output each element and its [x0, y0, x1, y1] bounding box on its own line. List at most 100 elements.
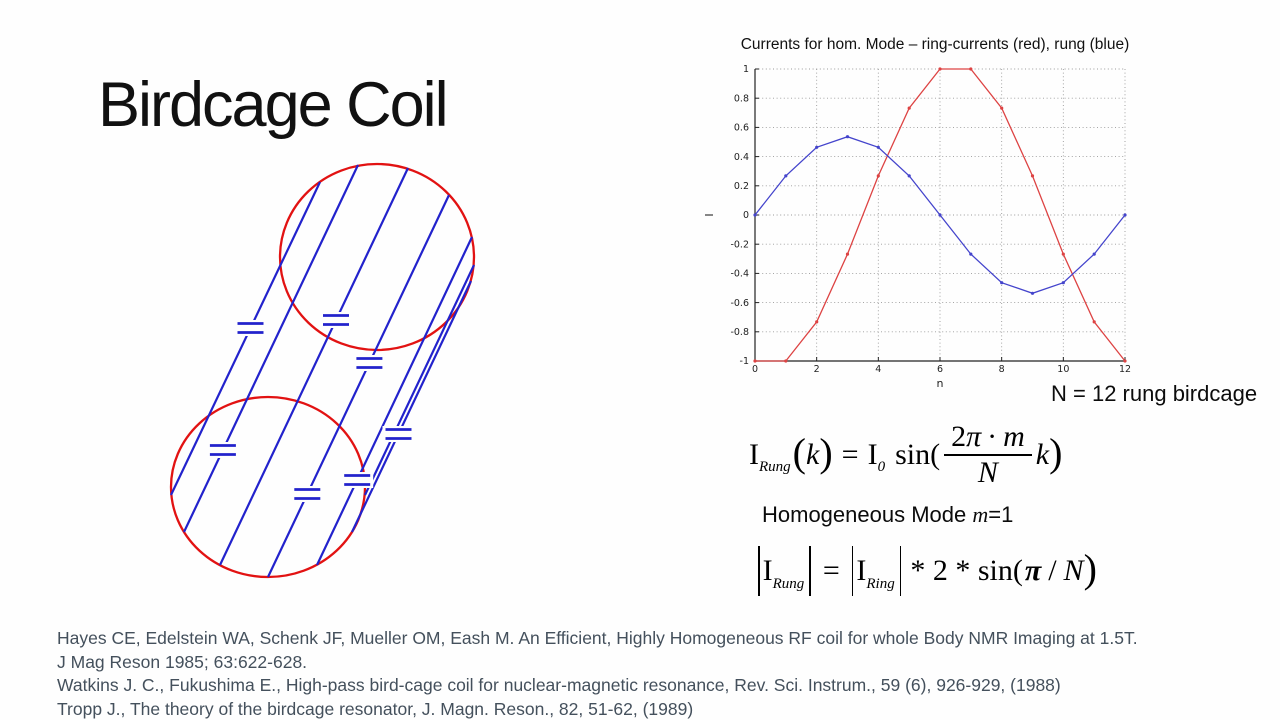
divide-slash: / — [1048, 554, 1056, 588]
ring-currents-data-point — [753, 359, 756, 362]
x-tick-label: 2 — [814, 364, 820, 375]
ring-currents-data-point — [846, 253, 849, 256]
pi-symbol: π — [1025, 554, 1041, 588]
ring-currents-data-point — [1000, 107, 1003, 110]
x-tick-label: 0 — [752, 364, 758, 375]
ring-currents-data-point — [815, 320, 818, 323]
y-tick-label: 0.4 — [734, 152, 749, 163]
ring-currents-data-point — [908, 107, 911, 110]
references: Hayes CE, Edelstein WA, Schenk JF, Muell… — [57, 627, 1247, 721]
rung-data-point — [908, 174, 911, 177]
top-end-ring — [280, 164, 474, 350]
capacitor — [207, 442, 239, 458]
ring-currents-data-point — [877, 174, 880, 177]
reference-line: Hayes CE, Edelstein WA, Schenk JF, Muell… — [57, 627, 1247, 651]
y-tick-label: 0.2 — [734, 181, 749, 192]
rung-line — [171, 182, 320, 495]
bottom-end-ring — [171, 397, 365, 577]
rung-data-point — [877, 146, 880, 149]
ring-currents-data-point — [969, 67, 972, 70]
ring-currents-data-point — [784, 359, 787, 362]
math-subscript: 0 — [878, 459, 886, 476]
rung-line — [365, 265, 474, 495]
rung-data-point — [815, 146, 818, 149]
capacitor — [291, 486, 323, 502]
rung-data-point — [1123, 213, 1126, 216]
rung-data-point — [1093, 253, 1096, 256]
y-tick-label: 0.6 — [734, 123, 749, 134]
capacitor — [235, 320, 267, 336]
rung-data-point — [1000, 281, 1003, 284]
multiply-dot: · — [987, 421, 997, 453]
y-tick-label: -0.4 — [730, 269, 749, 280]
reference-line: Tropp J., The theory of the birdcage res… — [57, 698, 1247, 721]
mode-label-text: Homogeneous Mode — [762, 502, 972, 527]
abs-bar — [900, 546, 902, 596]
mode-value: =1 — [988, 502, 1013, 527]
ring-currents-data-point — [1093, 320, 1096, 323]
math-subscript: Ring — [866, 576, 894, 593]
pi-symbol: π — [966, 421, 981, 453]
abs-bar — [809, 546, 811, 596]
x-tick-label: 6 — [937, 364, 943, 375]
equals-sign: = — [823, 554, 840, 588]
mode-variable: m — [972, 502, 988, 527]
capacitor — [353, 355, 385, 371]
math-symbol: I — [868, 438, 878, 472]
rung-line — [352, 281, 471, 532]
y-tick-label: 1 — [743, 64, 749, 75]
y-tick-label: -1 — [740, 356, 749, 367]
abs-bar — [758, 546, 760, 596]
y-tick-label: -0.8 — [730, 327, 749, 338]
mode-label: Homogeneous Mode m=1 — [762, 502, 1013, 528]
rung-data-point — [784, 174, 787, 177]
equals-sign: = — [842, 438, 859, 472]
math-symbol: N — [1064, 554, 1084, 588]
capacitor — [341, 472, 373, 488]
abs-bar — [852, 546, 854, 596]
ring-currents-data-point — [1031, 174, 1034, 177]
math-subscript: Rung — [759, 459, 791, 476]
page-title: Birdcage Coil — [98, 74, 447, 137]
y-tick-label: 0.8 — [734, 93, 749, 104]
chart-caption: N = 12 rung birdcage — [1051, 381, 1257, 407]
y-tick-label: -0.6 — [730, 298, 749, 309]
x-axis-label: n — [937, 377, 944, 390]
math-symbol: I — [856, 554, 866, 588]
rung-data-point — [969, 253, 972, 256]
x-tick-label: 4 — [875, 364, 881, 375]
rung-data-point — [1062, 281, 1065, 284]
x-tick-label: 8 — [999, 364, 1005, 375]
y-tick-label: 0 — [743, 210, 749, 221]
reference-line: Watkins J. C., Fukushima E., High-pass b… — [57, 674, 1247, 698]
ring-currents-data-point — [1123, 359, 1126, 362]
math-symbol: k — [806, 438, 819, 472]
math-symbol: 2 — [951, 421, 966, 453]
rung-line — [317, 237, 472, 565]
math-symbol: I — [749, 438, 759, 472]
x-tick-label: 10 — [1057, 364, 1069, 375]
rung-data-point — [938, 213, 941, 216]
math-subscript: Rung — [773, 576, 805, 593]
current-plot: Currents for hom. Mode – ring-currents (… — [700, 32, 1170, 394]
rung-data-point — [753, 213, 756, 216]
ring-currents-data-point — [938, 67, 941, 70]
ring-currents-data-point — [1062, 253, 1065, 256]
math-function: sin( — [895, 438, 940, 472]
birdcage-diagram — [140, 150, 500, 610]
math-symbol: m — [1003, 421, 1025, 453]
math-symbol: k — [1036, 438, 1049, 472]
math-symbol: N — [978, 456, 998, 489]
capacitor — [320, 312, 352, 328]
rung-line — [184, 165, 358, 532]
rung-data-point — [846, 135, 849, 138]
math-operators: * 2 * sin( — [910, 554, 1023, 588]
capacitor — [383, 426, 415, 442]
reference-line: J Mag Reson 1985; 63:622-628. — [57, 651, 1247, 675]
y-axis-label: I — [703, 213, 716, 216]
